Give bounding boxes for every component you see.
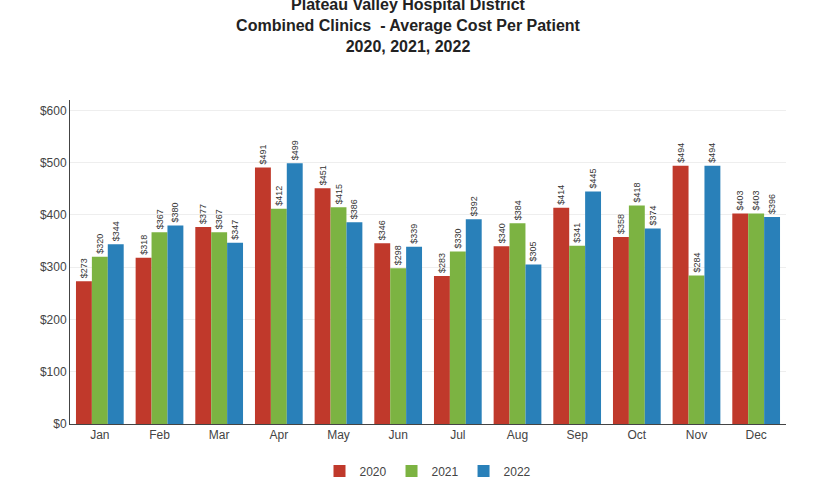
svg-text:$500: $500 [40,156,67,170]
svg-text:$380: $380 [170,202,180,222]
svg-text:$284: $284 [692,253,702,273]
svg-text:$367: $367 [155,209,165,229]
svg-text:$600: $600 [40,104,67,118]
svg-text:2021: 2021 [432,465,459,479]
svg-text:Nov: Nov [686,428,707,442]
svg-text:$341: $341 [572,223,582,243]
svg-text:$340: $340 [497,223,507,243]
svg-text:$499: $499 [290,140,300,160]
svg-text:$451: $451 [318,165,328,185]
svg-text:Jan: Jan [90,428,109,442]
svg-text:$418: $418 [632,183,642,203]
svg-text:$491: $491 [258,144,268,164]
svg-text:$374: $374 [648,206,658,226]
svg-text:Plateau Valley Hospital Distri: Plateau Valley Hospital DistrictCombined… [236,0,580,55]
svg-text:$347: $347 [230,220,240,240]
svg-text:$318: $318 [139,235,149,255]
svg-text:2022: 2022 [504,465,531,479]
svg-text:$0: $0 [53,417,67,431]
svg-text:Apr: Apr [269,428,288,442]
svg-text:Oct: Oct [627,428,646,442]
svg-text:$392: $392 [469,196,479,216]
svg-text:$344: $344 [111,221,121,241]
svg-text:May: May [327,428,350,442]
svg-text:$273: $273 [79,258,89,278]
svg-text:2020: 2020 [360,465,387,479]
svg-text:$412: $412 [274,186,284,206]
svg-text:$414: $414 [556,185,566,205]
svg-text:Sep: Sep [566,428,588,442]
svg-text:$100: $100 [40,365,67,379]
svg-text:$367: $367 [214,209,224,229]
svg-text:$339: $339 [409,224,419,244]
svg-text:$494: $494 [707,143,717,163]
svg-text:$346: $346 [377,220,387,240]
svg-text:Aug: Aug [507,428,528,442]
svg-text:Jul: Jul [450,428,465,442]
svg-text:$396: $396 [767,194,777,214]
svg-text:$358: $358 [616,214,626,234]
svg-text:Mar: Mar [209,428,230,442]
svg-text:$300: $300 [40,260,67,274]
svg-text:$305: $305 [528,242,538,262]
svg-text:$377: $377 [198,204,208,224]
svg-text:Dec: Dec [745,428,766,442]
svg-text:$330: $330 [453,229,463,249]
svg-text:$386: $386 [349,199,359,219]
svg-text:$400: $400 [40,208,67,222]
svg-text:Feb: Feb [149,428,170,442]
svg-text:$494: $494 [676,143,686,163]
svg-text:$403: $403 [751,190,761,210]
svg-text:$445: $445 [588,168,598,188]
svg-text:Jun: Jun [388,428,407,442]
svg-text:$403: $403 [735,190,745,210]
svg-text:$384: $384 [513,200,523,220]
svg-text:$320: $320 [95,234,105,254]
svg-text:$283: $283 [437,253,447,273]
svg-text:$415: $415 [334,184,344,204]
svg-text:$200: $200 [40,313,67,327]
svg-text:$298: $298 [393,245,403,265]
